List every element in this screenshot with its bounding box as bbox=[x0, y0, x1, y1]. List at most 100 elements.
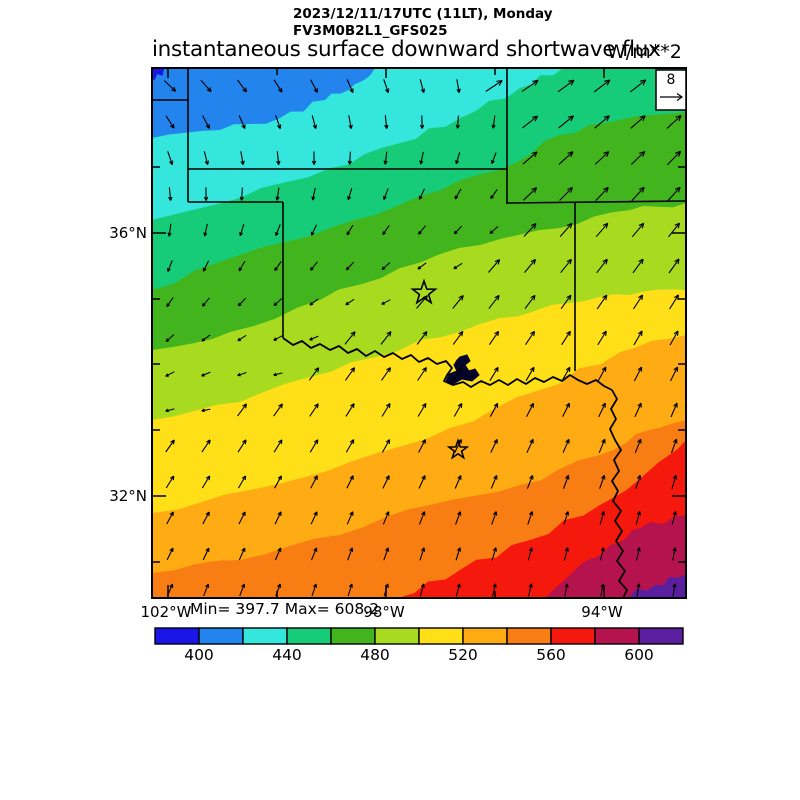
wind-arrow bbox=[166, 511, 174, 525]
wind-arrow bbox=[526, 438, 534, 453]
wind-arrow bbox=[527, 511, 534, 525]
wind-arrow bbox=[345, 298, 355, 306]
state-borders bbox=[152, 68, 686, 598]
wind-arrow bbox=[489, 366, 499, 381]
wind-arrow bbox=[630, 115, 646, 129]
wind-arrow bbox=[309, 439, 319, 453]
wind-arrow bbox=[455, 583, 461, 597]
wind-arrow bbox=[668, 258, 680, 274]
wind-arrow bbox=[165, 439, 175, 453]
wind-arrow bbox=[528, 583, 533, 597]
wind-arrow bbox=[346, 511, 354, 525]
wind-arrow bbox=[202, 115, 210, 129]
wind-arrow bbox=[238, 511, 246, 525]
wind-arrow bbox=[490, 189, 498, 200]
wind-arrow bbox=[310, 475, 318, 489]
wind-arrow bbox=[490, 474, 498, 489]
wind-arrow bbox=[310, 511, 318, 525]
wind-arrow bbox=[237, 297, 247, 307]
wind-arrow bbox=[594, 115, 610, 129]
wind-arrow bbox=[564, 583, 569, 597]
wind-arrow bbox=[523, 222, 537, 237]
wind-arrow bbox=[240, 151, 245, 166]
wind-arrow bbox=[418, 475, 426, 489]
wind-arrow bbox=[201, 334, 211, 342]
wind-arrow bbox=[309, 335, 319, 341]
wind-arrow bbox=[273, 439, 283, 453]
wind-arrow bbox=[455, 115, 460, 129]
wind-arrow bbox=[201, 371, 211, 377]
wind-arrow bbox=[629, 79, 647, 93]
plot-title: instantaneous surface downward shortwave… bbox=[152, 37, 661, 62]
wind-arrow bbox=[563, 511, 570, 525]
wind-arrow bbox=[275, 224, 281, 236]
wind-arrow bbox=[381, 439, 391, 453]
wind-arrow bbox=[202, 260, 210, 272]
wind-arrow bbox=[345, 403, 355, 417]
wind-arrow bbox=[562, 402, 570, 418]
wind-arrow bbox=[308, 367, 320, 381]
wind-reference-arrow-icon bbox=[660, 93, 684, 101]
wind-arrow bbox=[452, 330, 464, 345]
wind-arrow bbox=[348, 115, 353, 130]
wind-arrow bbox=[599, 474, 606, 489]
wind-arrow bbox=[595, 222, 609, 238]
wind-arrow bbox=[632, 294, 644, 310]
wind-arrow bbox=[491, 547, 498, 561]
wind-arrow bbox=[490, 438, 498, 453]
wind-arrow bbox=[383, 547, 390, 561]
wind-arrow bbox=[274, 475, 282, 489]
wind-arrow bbox=[167, 260, 173, 272]
wind-arrow bbox=[383, 151, 388, 165]
wind-arrow bbox=[631, 186, 645, 202]
city-star-marker bbox=[446, 438, 470, 460]
wind-arrows bbox=[164, 79, 683, 597]
wind-arrow bbox=[380, 331, 392, 345]
wind-arrow bbox=[273, 79, 283, 93]
wind-arrow bbox=[168, 187, 173, 201]
wind-arrow bbox=[488, 294, 500, 309]
wind-arrow bbox=[596, 258, 608, 274]
wind-arrow bbox=[522, 115, 539, 129]
wind-arrow bbox=[381, 367, 392, 381]
wind-arrow bbox=[203, 187, 209, 201]
wind-arrow bbox=[309, 298, 319, 306]
wind-arrow bbox=[203, 151, 210, 166]
wind-arrow bbox=[165, 475, 175, 489]
wind-arrow bbox=[347, 583, 353, 597]
wind-arrow bbox=[454, 188, 462, 200]
wind-arrow bbox=[383, 79, 390, 94]
lon-axis-label: 94°W bbox=[581, 603, 623, 621]
wind-arrow bbox=[165, 334, 175, 343]
wind-arrow bbox=[667, 150, 682, 166]
wind-arrow bbox=[202, 547, 210, 561]
river-line bbox=[282, 337, 613, 391]
wind-arrow bbox=[201, 408, 211, 413]
wind-arrow bbox=[456, 79, 461, 94]
wind-arrow bbox=[237, 334, 247, 342]
wind-arrow bbox=[165, 371, 175, 377]
state-border-line bbox=[506, 200, 686, 204]
colorbar-cell-2 bbox=[242, 627, 288, 645]
wind-arrow bbox=[489, 402, 499, 417]
wind-arrow bbox=[599, 511, 606, 525]
wind-arrow bbox=[344, 331, 356, 345]
wind-arrow bbox=[165, 115, 175, 129]
wind-arrow bbox=[273, 372, 283, 377]
colorbar-cell-8 bbox=[506, 627, 552, 645]
wind-arrow bbox=[381, 262, 391, 271]
valid-time-label: 2023/12/11/17UTC (11LT), Monday bbox=[293, 6, 553, 22]
colorbar-cell-6 bbox=[418, 627, 464, 645]
wind-arrow bbox=[491, 152, 497, 164]
wind-arrow bbox=[384, 115, 389, 129]
colorbar-tick-label: 600 bbox=[624, 646, 654, 664]
wind-arrow bbox=[203, 223, 208, 237]
wind-arrow bbox=[201, 297, 210, 307]
wind-arrow bbox=[347, 188, 353, 201]
wind-arrow bbox=[237, 371, 247, 377]
wind-arrow bbox=[523, 187, 538, 201]
colorbar-cell-3 bbox=[286, 627, 332, 645]
wind-arrow bbox=[347, 547, 354, 561]
wind-arrow bbox=[310, 224, 317, 236]
wind-arrow bbox=[525, 366, 535, 382]
